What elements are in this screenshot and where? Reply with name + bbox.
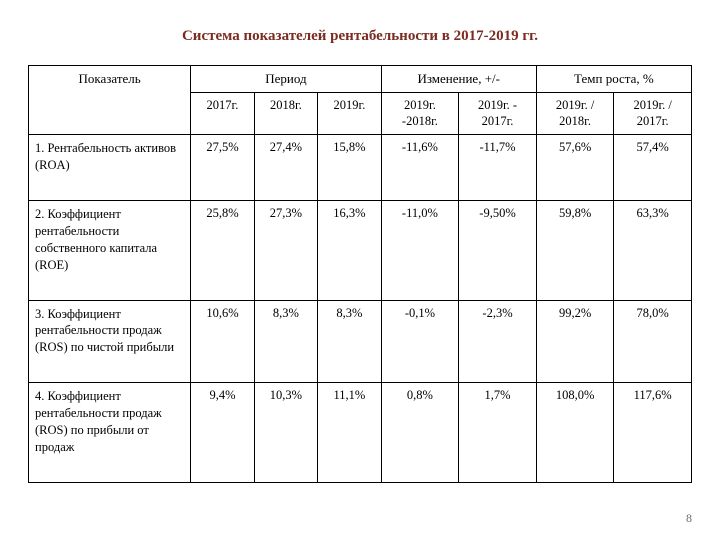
cell-value: -11,6% (381, 135, 459, 201)
cell-value: 9,4% (191, 383, 254, 483)
cell-value: 27,3% (254, 201, 317, 301)
cell-value: -11,0% (381, 201, 459, 301)
cell-value: -2,3% (459, 300, 537, 383)
cell-value: 8,3% (254, 300, 317, 383)
cell-indicator: 3. Коэффициент рентабельности продаж (RO… (29, 300, 191, 383)
cell-indicator: 4. Коэффициент рентабельности продаж (RO… (29, 383, 191, 483)
cell-value: 78,0% (614, 300, 692, 383)
cell-value: -0,1% (381, 300, 459, 383)
cell-indicator: 1. Рентабельность активов (ROA) (29, 135, 191, 201)
cell-value: 0,8% (381, 383, 459, 483)
cell-value: -11,7% (459, 135, 537, 201)
cell-value: 15,8% (318, 135, 381, 201)
cell-indicator: 2. Коэффициент рентабельности собственно… (29, 201, 191, 301)
col-2018: 2018г. (254, 92, 317, 135)
cell-value: 59,8% (536, 201, 614, 301)
cell-value: 57,6% (536, 135, 614, 201)
page-number: 8 (686, 511, 692, 526)
cell-value: 25,8% (191, 201, 254, 301)
profitability-table: Показатель Период Изменение, +/- Темп ро… (28, 65, 692, 483)
cell-value: 27,4% (254, 135, 317, 201)
table-row: 1. Рентабельность активов (ROA) 27,5% 27… (29, 135, 692, 201)
cell-value: 16,3% (318, 201, 381, 301)
col-gr1918: 2019г. / 2018г. (536, 92, 614, 135)
page-title: Система показателей рентабельности в 201… (28, 28, 692, 45)
col-2017: 2017г. (191, 92, 254, 135)
table-row: 3. Коэффициент рентабельности продаж (RO… (29, 300, 692, 383)
cell-value: 108,0% (536, 383, 614, 483)
cell-value: 10,3% (254, 383, 317, 483)
col-ch1918: 2019г. -2018г. (381, 92, 459, 135)
col-change: Изменение, +/- (381, 66, 536, 93)
cell-value: 99,2% (536, 300, 614, 383)
cell-value: 27,5% (191, 135, 254, 201)
col-gr1917: 2019г. / 2017г. (614, 92, 692, 135)
col-ch1917: 2019г. - 2017г. (459, 92, 537, 135)
cell-value: 10,6% (191, 300, 254, 383)
col-2019: 2019г. (318, 92, 381, 135)
cell-value: 63,3% (614, 201, 692, 301)
cell-value: -9,50% (459, 201, 537, 301)
cell-value: 57,4% (614, 135, 692, 201)
cell-value: 117,6% (614, 383, 692, 483)
col-indicator: Показатель (29, 66, 191, 135)
table-header-row-1: Показатель Период Изменение, +/- Темп ро… (29, 66, 692, 93)
cell-value: 1,7% (459, 383, 537, 483)
col-period: Период (191, 66, 381, 93)
table-row: 4. Коэффициент рентабельности продаж (RO… (29, 383, 692, 483)
col-growth: Темп роста, % (536, 66, 691, 93)
table-row: 2. Коэффициент рентабельности собственно… (29, 201, 692, 301)
cell-value: 8,3% (318, 300, 381, 383)
cell-value: 11,1% (318, 383, 381, 483)
